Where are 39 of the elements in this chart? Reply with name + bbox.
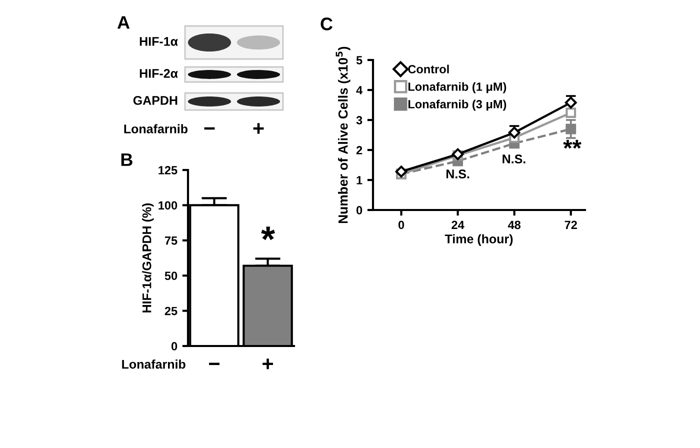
x-tick-label: 72	[564, 220, 577, 229]
y-tick-label: 125	[158, 166, 178, 174]
category-label: HIF-1α	[140, 37, 178, 46]
chart-title: C	[320, 18, 333, 30]
x-axis-title: Time (hour)	[444, 234, 513, 246]
y-tick-label: 0	[356, 206, 362, 214]
legend-label: Lonafarnib (1 μM)	[408, 82, 506, 94]
point	[395, 166, 408, 178]
y-axis-title: Number of Alive Cells (x10$^{5}$)	[336, 46, 350, 224]
legend-label: Control	[408, 64, 449, 74]
y-tick-label: 4	[356, 86, 363, 94]
text: Lonafarnib	[124, 124, 188, 134]
y-tick-label: 100	[158, 201, 178, 210]
category-label: GAPDH	[133, 96, 178, 105]
chart-title: B	[121, 153, 132, 166]
x-tick-label: 0	[398, 220, 404, 230]
y-tick-label: 1	[356, 176, 362, 184]
y-tick-label: 2	[356, 146, 362, 154]
y-tick-label: 0	[171, 342, 178, 350]
annotation: **	[563, 140, 582, 149]
x-tick-label: 48	[508, 220, 521, 230]
x-tick-label: 24	[452, 220, 464, 229]
annotation: *	[261, 226, 276, 240]
y-tick-label: 5	[356, 56, 362, 64]
y-axis-title: HIF-1α/GAPDH (%)	[142, 203, 154, 312]
y-tick-label: 25	[164, 306, 178, 316]
y-tick-label: 75	[164, 236, 178, 245]
annotation: N.S.	[446, 170, 470, 178]
text: A	[117, 16, 130, 29]
y-tick-label: 3	[356, 116, 362, 124]
y-tick-label: 50	[164, 272, 178, 280]
category-label: HIF-2α	[140, 69, 178, 78]
x-axis-title: Lonafarnib	[122, 360, 186, 369]
legend-label: Lonafarnib (3 μM)	[408, 100, 506, 111]
annotation: N.S.	[502, 154, 526, 164]
point	[566, 124, 576, 134]
category-label: +	[253, 123, 264, 134]
point	[566, 108, 576, 118]
category-label: −	[204, 127, 215, 130]
